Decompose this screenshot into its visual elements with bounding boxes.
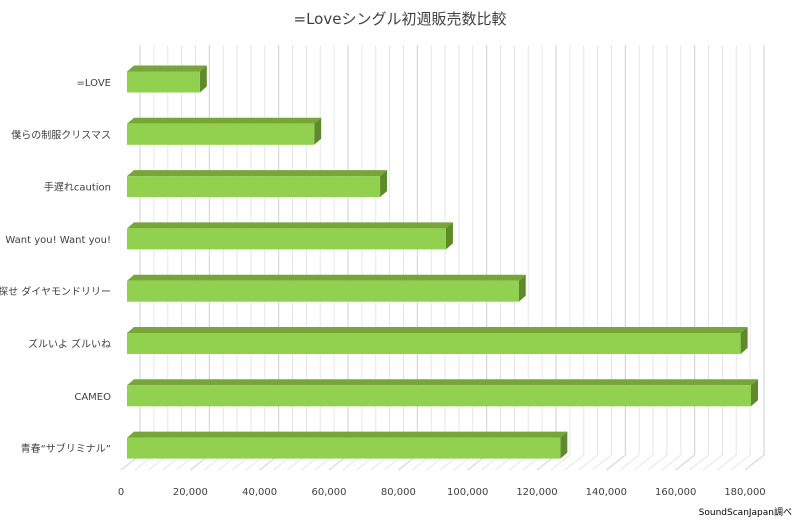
category-label: 探せ ダイヤモンドリリー [0, 285, 111, 298]
bar-2 [127, 170, 388, 198]
bar-top-face [127, 117, 322, 124]
bar-side-face [199, 65, 207, 93]
floor-gridline [716, 454, 737, 471]
bar-top-face [127, 274, 526, 281]
floor-gridline [675, 454, 695, 471]
bar-front-face [127, 228, 446, 250]
category-label: Want you! Want you! [5, 235, 111, 246]
bar-front-face [127, 176, 381, 198]
bar-top-face [127, 431, 568, 438]
chart-title: =Loveシングル初週販売数比較 [293, 10, 507, 28]
x-tick-label: 180,000 [724, 487, 765, 498]
bar-side-face [445, 222, 453, 250]
bar-side-face [314, 117, 322, 145]
bar-side-face [380, 170, 388, 198]
floor-gridline [689, 454, 709, 471]
x-tick-label: 0 [118, 487, 124, 498]
bar-0 [127, 65, 207, 93]
source-note: SoundScanJapan調べ [698, 508, 792, 518]
floor-gridline [661, 454, 682, 471]
bar-top-face [127, 65, 207, 72]
bar-1 [127, 117, 322, 145]
floor-gridline [647, 454, 668, 471]
bar-6 [127, 379, 758, 407]
floor-gridline [703, 454, 723, 471]
bar-top-face [127, 327, 748, 333]
x-tick-label: 20,000 [173, 487, 208, 498]
floor-gridline [619, 454, 640, 471]
bar-3 [127, 222, 453, 250]
x-tick-label: 60,000 [312, 487, 347, 498]
bar-front-face [127, 71, 200, 93]
bar-front-face [127, 333, 741, 354]
x-tick-label: 40,000 [242, 487, 277, 498]
x-tick-label: 80,000 [381, 487, 416, 498]
floor-gridline [564, 454, 585, 471]
floor-gridline [592, 454, 612, 471]
bar-4 [127, 274, 526, 302]
category-label: 手遅れcaution [44, 181, 111, 194]
bar-front-face [127, 123, 315, 145]
x-tick-label: 140,000 [586, 487, 627, 498]
bar-side-face [751, 379, 758, 407]
bar-front-face [127, 280, 519, 302]
floor-gridline [606, 454, 626, 471]
bar-front-face [127, 437, 561, 459]
floor-gridline [578, 454, 598, 471]
bar-7 [127, 431, 568, 459]
category-label: ズルいよ ズルいね [28, 338, 111, 351]
x-tick-label: 160,000 [655, 487, 696, 498]
bar-side-face [740, 327, 748, 354]
bar-side-face [518, 274, 526, 302]
category-label: 僕らの制服クリスマス [11, 128, 111, 141]
bar-front-face [127, 385, 751, 407]
x-tick-label: 120,000 [516, 487, 557, 498]
category-label: =LOVE [77, 78, 111, 89]
floor-gridline [730, 454, 751, 471]
bar-top-face [127, 170, 388, 177]
floor-gridline [633, 454, 654, 471]
floor-gridline [744, 454, 765, 471]
x-tick-label: 100,000 [447, 487, 488, 498]
bar-top-face [127, 379, 758, 386]
floor-gridline [550, 454, 571, 471]
bar-side-face [560, 431, 568, 459]
category-label: 青春“サブリミナル” [21, 442, 111, 455]
category-label: CAMEO [74, 392, 111, 403]
bar-5 [127, 327, 748, 354]
bar-top-face [127, 222, 453, 229]
